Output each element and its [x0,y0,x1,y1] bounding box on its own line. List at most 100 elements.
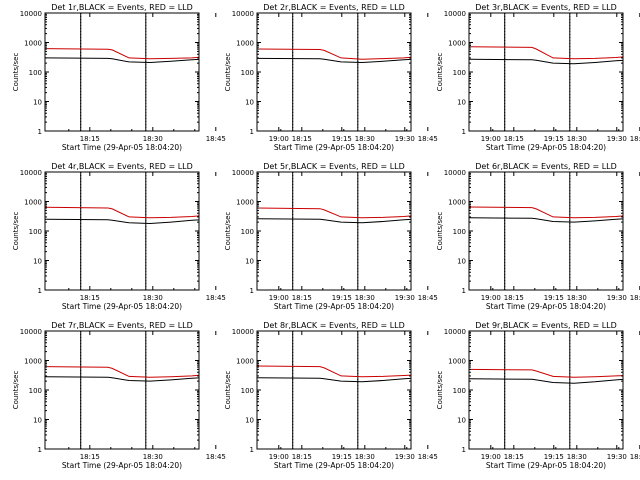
events-series-line [257,377,411,383]
lld-series-line [257,48,411,60]
y-tick-label: 1000 [448,40,466,48]
panel-title: Det 9r,BLACK = Events, RED = LLD [475,321,617,330]
events-series-line [45,57,199,64]
y-tick-label: 10000 [444,10,466,18]
y-tick-label: 100 [453,228,466,236]
x-tick-label: 18:15 [292,294,312,302]
y-axis-label: Counts/sec [436,371,444,410]
events-series-line [257,57,411,64]
plot-frame [468,12,624,132]
y-tick-label: 1000 [24,199,42,207]
x-tick-label: 18:45 [206,294,226,302]
x-tick-label: 18:15 [80,453,100,461]
x-axis-label: Start Time (29-Apr-05 18:04:20) [274,461,394,470]
detector-panel-6: 1 10 100 1000 10000 18:15 18:30 18:45 19:00 19:15… [436,162,640,311]
x-axis-label: Start Time (29-Apr-05 18:04:20) [274,143,394,152]
y-tick-label: 100 [241,228,254,236]
x-tick-label: 18:15 [80,135,100,143]
x-axis-label: Start Time (29-Apr-05 18:04:20) [62,461,182,470]
panel-title: Det 6r,BLACK = Events, RED = LLD [475,162,617,171]
events-series-line [469,378,623,384]
y-axis-label: Counts/sec [224,212,232,251]
panel-title: Det 4r,BLACK = Events, RED = LLD [51,162,193,171]
x-tick-label: 18:30 [567,135,587,143]
x-tick-label: 18:45 [630,135,640,143]
y-tick-label: 100 [29,69,42,77]
plot-frame [256,12,412,132]
plot-frame [44,12,200,132]
x-tick-label: 18:30 [355,294,375,302]
y-tick-label: 1000 [236,199,254,207]
detector-panel-2: 1 10 100 1000 10000 18:15 18:30 18:45 19:00 19:15… [224,3,627,152]
y-tick-label: 1000 [24,358,42,366]
detector-panel-8: 1 10 100 1000 10000 18:15 18:30 18:45 19:00 19:15… [224,321,627,470]
panel-title: Det 2r,BLACK = Events, RED = LLD [263,3,405,12]
y-axis-label: Counts/sec [224,371,232,410]
y-tick-label: 10000 [20,10,42,18]
x-axis-label: Start Time (29-Apr-05 18:04:20) [486,461,606,470]
y-axis-label: Counts/sec [224,53,232,92]
y-tick-label: 10000 [20,169,42,177]
x-tick-label: 18:30 [143,135,163,143]
y-tick-label: 10 [33,99,42,107]
detector-panel-1: 1 10 100 1000 10000 18:15 18:30 18:45 19:00 19:15… [12,3,415,152]
x-tick-label: 18:30 [567,453,587,461]
x-tick-label: 18:45 [206,453,226,461]
plot-frame [44,171,200,291]
panel-title: Det 7r,BLACK = Events, RED = LLD [51,321,193,330]
y-tick-label: 10 [457,417,466,425]
x-axis-label: Start Time (29-Apr-05 18:04:20) [486,302,606,311]
x-tick-label: 19:15 [544,453,564,461]
y-tick-label: 1 [250,128,254,136]
x-tick-label: 18:15 [504,135,524,143]
x-tick-label: 18:15 [80,294,100,302]
x-tick-label: 18:15 [292,135,312,143]
detector-panel-5: 1 10 100 1000 10000 18:15 18:30 18:45 19:00 19:15… [224,162,627,311]
y-tick-label: 1000 [448,199,466,207]
x-tick-label: 18:15 [292,453,312,461]
y-tick-label: 10 [457,99,466,107]
lld-series-line [45,366,199,378]
plot-frame [468,330,624,450]
x-axis-label: Start Time (29-Apr-05 18:04:20) [62,143,182,152]
y-tick-label: 10000 [444,169,466,177]
x-tick-label: 18:30 [567,294,587,302]
y-tick-label: 1 [38,287,42,295]
x-tick-label: 19:30 [395,294,415,302]
lld-series-line [469,206,623,219]
y-tick-label: 1 [38,446,42,454]
y-axis-label: Counts/sec [12,53,20,92]
y-tick-label: 10 [245,417,254,425]
events-series-line [469,58,623,65]
events-series-line [45,218,199,225]
x-tick-label: 19:30 [607,135,627,143]
x-tick-label: 19:15 [544,294,564,302]
y-tick-label: 1000 [448,358,466,366]
y-axis-label: Counts/sec [436,212,444,251]
x-tick-label: 18:30 [355,453,375,461]
lld-series-line [45,206,199,219]
x-tick-label: 18:45 [206,135,226,143]
lld-series-line [469,46,623,60]
x-tick-label: 19:15 [332,294,352,302]
x-tick-label: 19:00 [269,294,289,302]
x-tick-label: 19:00 [481,294,501,302]
plot-frame [256,171,412,291]
detector-panel-7: 1 10 100 1000 10000 18:15 18:30 18:45 19:00 19:15… [12,321,415,470]
x-tick-label: 19:30 [395,135,415,143]
y-axis-label: Counts/sec [12,212,20,251]
detector-panel-9: 1 10 100 1000 10000 18:15 18:30 18:45 19:00 19:15… [436,321,640,470]
x-tick-label: 18:30 [143,294,163,302]
y-tick-label: 10 [33,258,42,266]
x-tick-label: 19:30 [395,453,415,461]
x-tick-label: 18:45 [418,135,438,143]
y-tick-label: 10000 [232,10,254,18]
x-tick-label: 19:30 [607,294,627,302]
y-tick-label: 10000 [232,169,254,177]
y-tick-label: 1000 [236,40,254,48]
y-tick-label: 100 [453,69,466,77]
x-tick-label: 19:30 [607,453,627,461]
y-tick-label: 10 [33,417,42,425]
panel-title: Det 5r,BLACK = Events, RED = LLD [263,162,405,171]
lld-series-line [257,365,411,378]
